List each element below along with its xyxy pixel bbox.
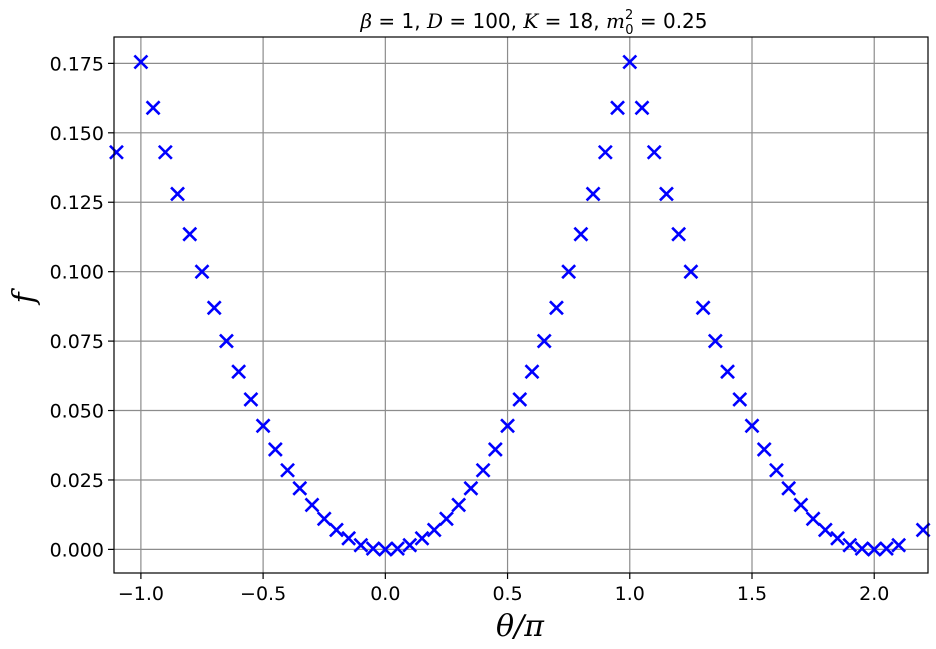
grid bbox=[114, 37, 928, 573]
data-point bbox=[536, 333, 552, 349]
data-point bbox=[646, 144, 662, 160]
data-point bbox=[854, 541, 870, 556]
data-point bbox=[793, 497, 809, 513]
data-point bbox=[549, 300, 564, 316]
data-point bbox=[524, 364, 540, 380]
data-point bbox=[451, 497, 467, 513]
x-tick-label: −1.0 bbox=[118, 583, 164, 605]
data-point bbox=[659, 186, 674, 202]
data-point bbox=[720, 364, 735, 380]
x-tick-label: 0.0 bbox=[370, 583, 400, 605]
data-point bbox=[267, 441, 283, 457]
data-point bbox=[341, 530, 357, 546]
x-tick-label: 1.5 bbox=[737, 583, 767, 605]
data-point bbox=[439, 511, 454, 527]
data-point bbox=[707, 333, 723, 349]
y-axis-ticks: 0.000 0.025 0.050 0.075 0.100 0.125 0.150 0.175 bbox=[50, 53, 114, 561]
data-point bbox=[426, 522, 442, 538]
data-point bbox=[170, 186, 185, 202]
x-tick-label: 0.5 bbox=[492, 583, 522, 605]
x-axis-ticks: −1.0 −0.5 0.0 0.5 1.0 1.5 2.0 bbox=[118, 573, 889, 605]
data-point bbox=[866, 541, 882, 557]
x-tick-label: 1.0 bbox=[615, 583, 645, 605]
data-point bbox=[585, 186, 601, 202]
data-point bbox=[842, 537, 858, 553]
data-point bbox=[879, 541, 894, 556]
data-point bbox=[390, 541, 405, 556]
data-point bbox=[561, 264, 577, 280]
y-tick-label: 0.050 bbox=[50, 401, 104, 423]
data-point bbox=[219, 333, 234, 349]
data-point bbox=[622, 54, 638, 70]
y-tick-label: 0.100 bbox=[50, 262, 104, 284]
data-point bbox=[573, 226, 589, 242]
data-point bbox=[243, 392, 259, 407]
data-point bbox=[292, 480, 308, 496]
plot-frame bbox=[113, 36, 929, 574]
data-point bbox=[414, 530, 430, 546]
data-point bbox=[255, 418, 271, 434]
data-point bbox=[304, 497, 320, 513]
y-tick-label: 0.150 bbox=[50, 123, 104, 145]
data-point bbox=[695, 300, 711, 316]
data-point bbox=[280, 462, 295, 478]
y-tick-label: 0.000 bbox=[50, 539, 104, 561]
y-tick-label: 0.175 bbox=[50, 53, 104, 75]
data-point bbox=[365, 541, 381, 556]
x-tick-label: −0.5 bbox=[240, 583, 286, 605]
data-point bbox=[133, 54, 149, 70]
data-point bbox=[671, 226, 687, 242]
data-point bbox=[769, 462, 784, 478]
data-point bbox=[610, 100, 625, 116]
data-point bbox=[231, 364, 247, 380]
data-point bbox=[353, 537, 369, 553]
y-tick-label: 0.025 bbox=[50, 470, 104, 492]
data-point bbox=[732, 392, 748, 407]
data-point bbox=[756, 441, 772, 457]
data-point bbox=[500, 418, 515, 434]
y-axis-label: f bbox=[7, 288, 42, 306]
data-point bbox=[157, 144, 173, 160]
data-point bbox=[377, 541, 393, 557]
data-point bbox=[597, 144, 613, 160]
data-point bbox=[402, 537, 418, 553]
data-point bbox=[145, 100, 161, 116]
data-point bbox=[109, 144, 124, 160]
data-point bbox=[781, 480, 797, 496]
y-tick-label: 0.075 bbox=[50, 331, 104, 353]
data-point bbox=[805, 511, 821, 527]
data-markers bbox=[109, 54, 931, 557]
data-point bbox=[830, 530, 845, 546]
data-point bbox=[683, 264, 699, 280]
data-point bbox=[463, 480, 479, 496]
x-axis-label: θ/π bbox=[496, 609, 545, 644]
y-tick-label: 0.125 bbox=[50, 192, 104, 214]
data-point bbox=[634, 100, 650, 116]
x-tick-label: 2.0 bbox=[859, 583, 889, 605]
data-point bbox=[487, 441, 503, 457]
data-point bbox=[744, 418, 760, 434]
data-point bbox=[316, 511, 332, 527]
data-point bbox=[194, 264, 210, 280]
data-point bbox=[182, 226, 198, 242]
data-point bbox=[817, 522, 833, 538]
data-point bbox=[512, 392, 528, 407]
data-point bbox=[475, 462, 491, 478]
data-point bbox=[891, 537, 907, 553]
data-point bbox=[329, 522, 344, 538]
chart-title: β = 1, D = 100, K = 18, m2 0 = 0.25 bbox=[359, 8, 707, 38]
data-point bbox=[206, 300, 222, 316]
